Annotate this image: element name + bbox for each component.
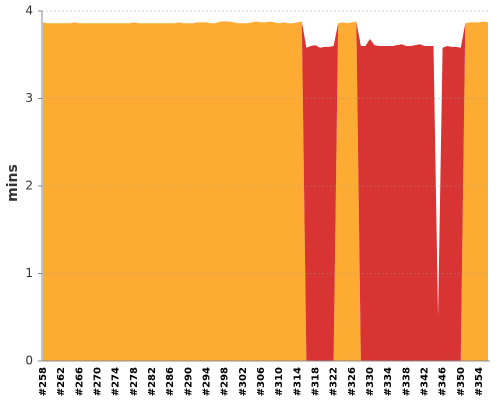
x-tick-label: #318 [310,367,321,396]
x-tick-label: #326 [347,367,358,396]
x-tick-label: #290 [183,367,194,396]
y-tick-label: 3 [25,91,33,105]
x-tick-label: #322 [329,367,340,396]
x-tick-label: #338 [401,367,412,396]
area [43,21,488,361]
y-axis-label: mins [5,164,21,202]
x-tick-label: #278 [129,367,140,396]
x-tick-label: #306 [256,367,267,396]
x-tick-label: #286 [165,367,176,396]
x-tick-label: #270 [92,367,103,396]
x-tick-label: #354 [474,367,485,396]
x-tick-label: #314 [292,367,303,396]
x-tick-label: #346 [438,367,449,396]
x-tick-label: #258 [38,367,49,396]
area [43,21,488,361]
x-tick-label: #298 [220,367,231,396]
x-tick-label: #330 [365,367,376,396]
x-tick-label: #302 [238,367,249,396]
y-tick-label: 0 [25,354,33,368]
x-tick-label: #294 [201,367,212,396]
x-tick-label: #262 [56,367,67,396]
x-tick-label: #274 [111,367,122,396]
x-tick-label: #266 [74,367,85,396]
x-tick-label: #282 [147,367,158,396]
y-tick-label: 4 [25,4,33,18]
x-tick-label: #342 [419,367,430,396]
y-tick-label: 1 [25,266,33,280]
x-tick-label: #334 [383,367,394,396]
x-tick-label: #350 [456,367,467,396]
x-tick-label: #310 [274,367,285,396]
y-tick-label: 2 [25,179,33,193]
